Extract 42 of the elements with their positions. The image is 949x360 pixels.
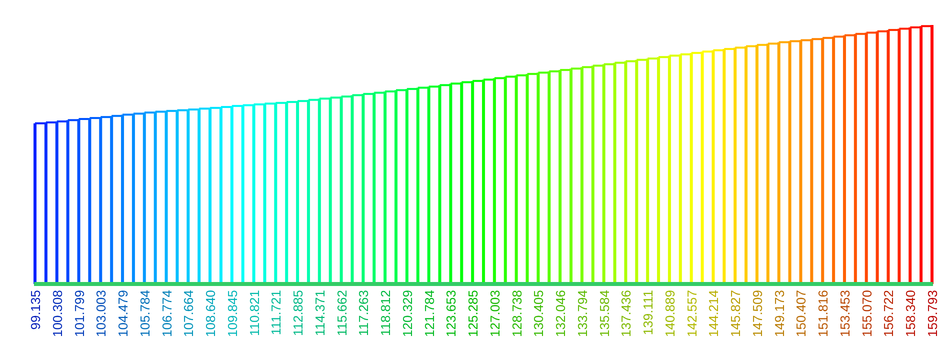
data-label: 110.821 — [246, 290, 262, 336]
data-label: 99.135 — [28, 290, 43, 330]
data-label: 144.214 — [706, 290, 722, 337]
data-label: 128.738 — [509, 290, 524, 337]
data-label: 158.340 — [903, 290, 918, 337]
data-label: 153.453 — [837, 290, 852, 337]
data-label: 117.263 — [356, 290, 372, 336]
data-label: 103.003 — [94, 290, 109, 337]
data-label: 123.653 — [444, 290, 459, 337]
data-label: 139.111 — [640, 290, 656, 336]
data-label: 132.046 — [553, 290, 568, 337]
data-label: 101.799 — [72, 290, 87, 337]
data-label: 159.793 — [925, 290, 940, 337]
data-label: 114.371 — [312, 290, 328, 336]
data-label: 130.405 — [531, 290, 546, 337]
data-label: 140.889 — [662, 290, 678, 337]
data-label: 150.407 — [794, 290, 809, 337]
data-label: 145.827 — [728, 290, 744, 337]
data-label: 149.173 — [772, 290, 787, 337]
data-label: 115.662 — [334, 290, 350, 336]
data-label: 108.640 — [203, 290, 218, 337]
data-label: 155.070 — [859, 290, 874, 337]
data-label: 120.329 — [400, 290, 415, 337]
data-label: 109.845 — [224, 290, 240, 337]
data-label: 100.308 — [50, 290, 65, 337]
data-label: 118.812 — [378, 290, 394, 336]
data-label: 142.557 — [684, 290, 700, 337]
data-label: 125.285 — [466, 290, 481, 337]
data-label: 111.721 — [268, 290, 284, 336]
data-label: 104.479 — [116, 290, 131, 337]
data-label: 112.885 — [290, 290, 306, 336]
data-label: 106.774 — [159, 290, 174, 337]
data-label: 107.664 — [181, 290, 196, 337]
data-label: 135.584 — [596, 290, 612, 337]
data-label: 137.436 — [618, 290, 634, 337]
data-label: 121.784 — [422, 290, 437, 337]
data-label: 133.794 — [574, 290, 590, 337]
data-label: 127.003 — [487, 290, 502, 337]
data-label: 105.784 — [137, 290, 152, 337]
data-label: 151.816 — [816, 290, 831, 337]
data-label: 156.722 — [881, 290, 896, 337]
data-label: 147.509 — [750, 290, 765, 337]
